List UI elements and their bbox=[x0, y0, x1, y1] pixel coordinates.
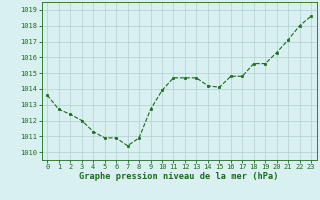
X-axis label: Graphe pression niveau de la mer (hPa): Graphe pression niveau de la mer (hPa) bbox=[79, 172, 279, 181]
